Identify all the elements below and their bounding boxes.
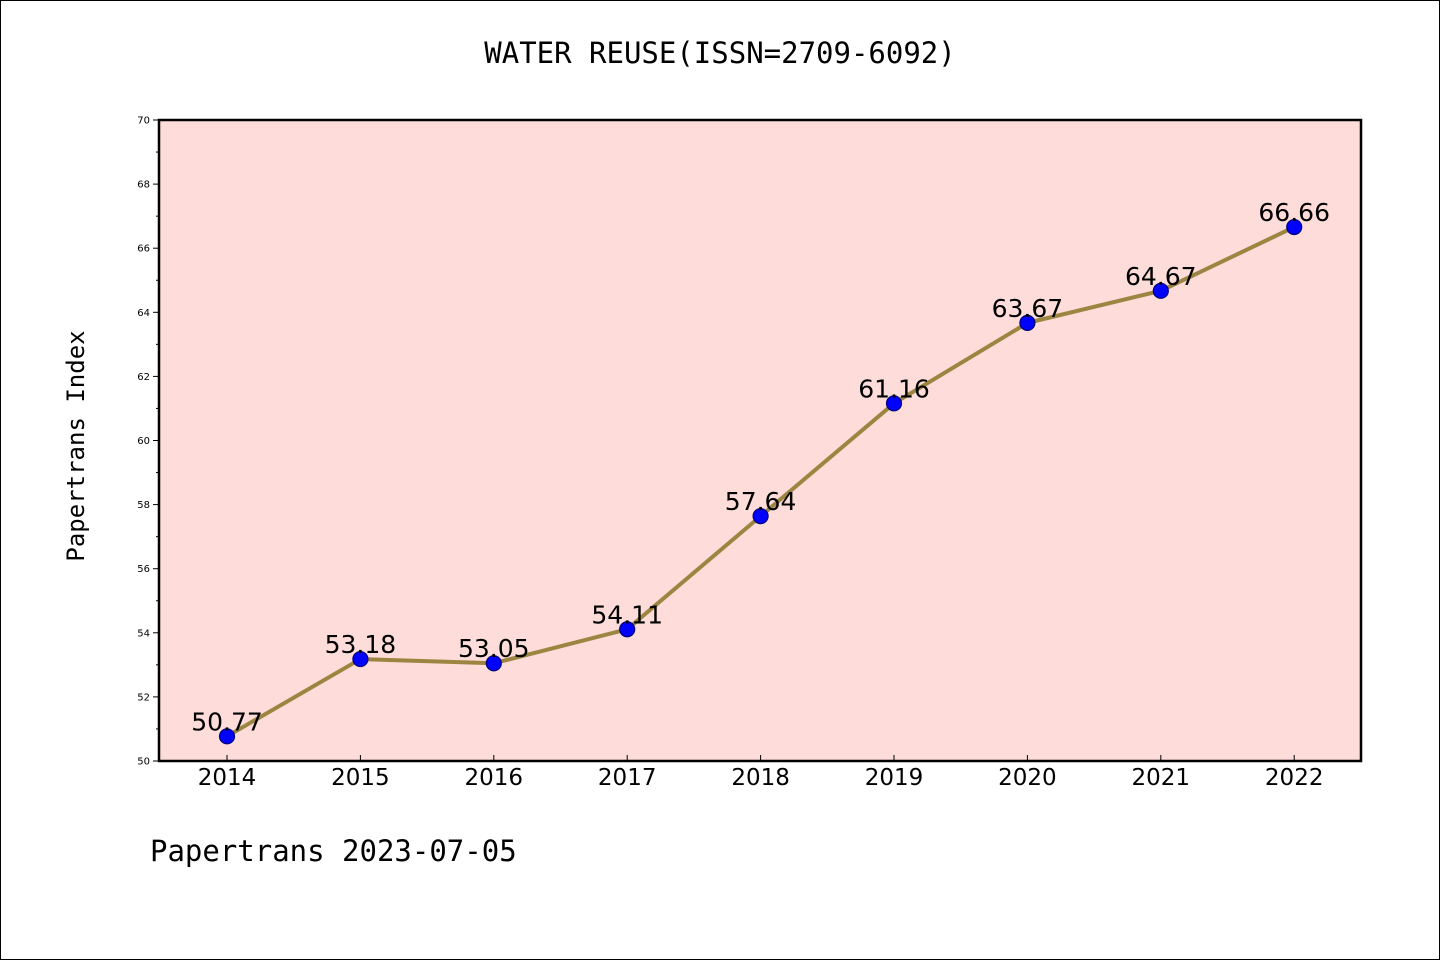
x-tick-label: 2015: [331, 765, 390, 791]
data-point: [1286, 218, 1303, 236]
data-point: [485, 655, 502, 672]
data-label: 53.05: [458, 634, 530, 663]
y-tick-label: 66: [137, 244, 150, 255]
data-point: [619, 621, 636, 638]
y-tick-label: 70: [137, 116, 150, 127]
plot-area: [159, 120, 1361, 761]
data-label: 63.67: [992, 294, 1064, 323]
data-label: 50.77: [191, 707, 263, 736]
data-labels: 50.77 53.18 53.05 54.11 57.64 61.16 63.67 64.67…: [191, 198, 1330, 736]
y-tick-label: 60: [137, 436, 150, 447]
chart-title: WATER REUSE(ISSN=2709-6092): [484, 36, 956, 70]
data-point: [352, 650, 369, 668]
x-tick-label: 2018: [731, 765, 790, 791]
x-tick-label: 2022: [1265, 765, 1324, 791]
y-tick-label: 68: [137, 180, 150, 191]
data-label: 53.18: [325, 630, 397, 659]
data-point: [752, 508, 769, 525]
data-markers: [218, 218, 1303, 745]
y-axis: 50 52 54 56 58 60 62 64 66 68 70: [137, 116, 159, 768]
data-label: 66.66: [1258, 198, 1330, 227]
plot-border: [157, 118, 1363, 763]
x-axis: 2014 2015 2016 2017 2018 2019 2020 2021 2022: [198, 755, 1324, 791]
data-label: 57.64: [725, 487, 797, 516]
data-label: 61.16: [858, 374, 930, 403]
y-tick-label: 56: [137, 564, 150, 575]
x-tick-label: 2016: [465, 765, 524, 791]
x-tick-label: 2019: [865, 765, 924, 791]
y-tick-label: 54: [137, 628, 150, 639]
x-tick-label: 2020: [998, 765, 1057, 791]
data-label: 54.11: [591, 600, 663, 629]
y-tick-label: 58: [137, 500, 150, 511]
data-point: [1019, 314, 1036, 331]
y-tick-label: 64: [137, 308, 150, 319]
data-label: 64.67: [1125, 262, 1197, 291]
y-tick-label: 50: [137, 757, 150, 768]
y-tick-label: 52: [137, 692, 150, 703]
x-tick-label: 2021: [1132, 765, 1191, 791]
x-tick-label: 2014: [198, 765, 257, 791]
footer-note: Papertrans 2023-07-05: [150, 834, 517, 868]
x-tick-label: 2017: [598, 765, 657, 791]
data-point: [885, 395, 903, 412]
y-tick-label: 62: [137, 372, 150, 383]
data-point: [218, 728, 236, 745]
data-point: [1152, 282, 1169, 299]
